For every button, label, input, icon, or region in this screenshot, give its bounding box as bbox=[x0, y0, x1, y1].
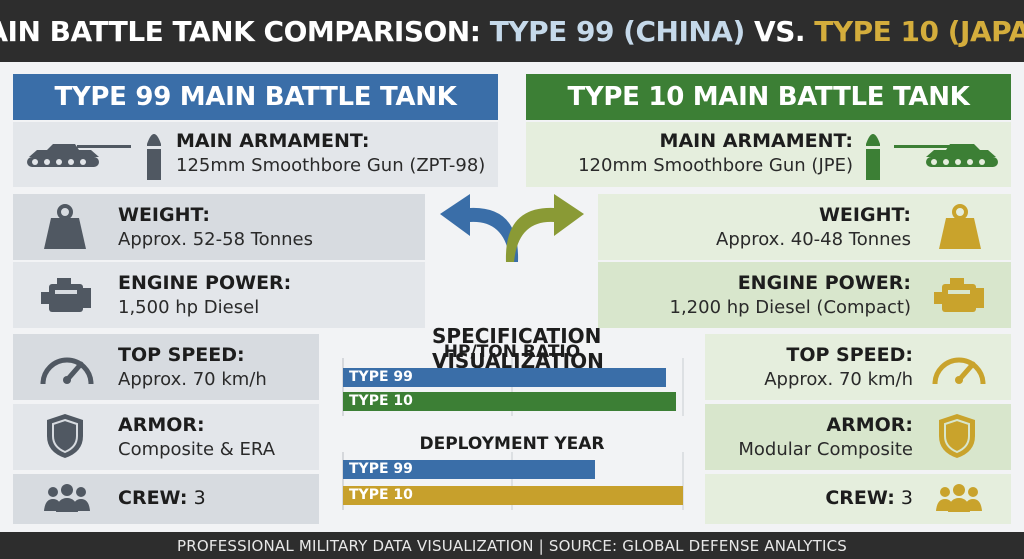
title-prefix: MAIN BATTLE TANK COMPARISON: bbox=[0, 14, 490, 48]
type10-crew-row: CREW: 3 bbox=[705, 474, 1011, 524]
chart2-bar-type-10: TYPE 10 bbox=[343, 486, 683, 505]
type99-armament-value: 125mm Smoothbore Gun (ZPT-98) bbox=[176, 155, 486, 176]
shield-icon bbox=[939, 414, 975, 458]
type10-engine-value: 1,200 hp Diesel (Compact) bbox=[669, 297, 912, 318]
type99-armor-label: ARMOR: bbox=[118, 414, 205, 436]
type10-weight-value: Approx. 40-48 Tonnes bbox=[716, 229, 911, 250]
type10-header: TYPE 10 MAIN BATTLE TANK bbox=[526, 74, 1011, 120]
type10-speed-label: TOP SPEED: bbox=[786, 344, 913, 366]
type99-weight-value: Approx. 52-58 Tonnes bbox=[118, 229, 313, 250]
swap-arrows-icon bbox=[440, 194, 584, 262]
speedometer-icon bbox=[40, 357, 94, 385]
type99-crew-text: CREW: 3 bbox=[118, 487, 206, 509]
engine-icon bbox=[934, 278, 984, 312]
center-title-line1: SPECIFICATION bbox=[432, 324, 602, 348]
title-bar: MAIN BATTLE TANK COMPARISON: TYPE 99 (CH… bbox=[0, 0, 1024, 62]
chart1-bar-type-10: TYPE 10 bbox=[343, 392, 676, 411]
type10-armor-value: Modular Composite bbox=[738, 439, 913, 460]
type10-speed-row: TOP SPEED: Approx. 70 km/h bbox=[705, 334, 1011, 400]
type10-armament-label: MAIN ARMAMENT: bbox=[659, 130, 853, 152]
type99-speed-row: TOP SPEED: Approx. 70 km/h bbox=[13, 334, 319, 400]
type99-speed-label: TOP SPEED: bbox=[118, 344, 245, 366]
chart2-title: DEPLOYMENT YEAR bbox=[419, 434, 605, 454]
engine-icon bbox=[41, 278, 91, 312]
type99-weight-label: WEIGHT: bbox=[118, 204, 211, 226]
type10-armor-label: ARMOR: bbox=[826, 414, 913, 436]
comparison-panel: TYPE 99 MAIN BATTLE TANK TYPE 10 MAIN BA… bbox=[0, 62, 1024, 532]
footer: PROFESSIONAL MILITARY DATA VISUALIZATION… bbox=[0, 532, 1024, 559]
title-right: TYPE 10 (JAPAN) bbox=[814, 14, 1024, 48]
type99-speed-value: Approx. 70 km/h bbox=[118, 369, 267, 390]
type99-armament-row: MAIN ARMAMENT: 125mm Smoothbore Gun (ZPT… bbox=[13, 122, 498, 187]
chart2-bar-label: TYPE 99 bbox=[349, 461, 413, 477]
type10-weight-label: WEIGHT: bbox=[818, 204, 911, 226]
shield-icon bbox=[47, 414, 83, 458]
type10-crew-text: CREW: 3 bbox=[825, 487, 913, 509]
tank-icon bbox=[27, 144, 131, 167]
chart1-bar-type-99: TYPE 99 bbox=[343, 368, 666, 387]
type99-crew-value: 3 bbox=[193, 487, 206, 509]
type99-crew-row: CREW: 3 bbox=[13, 474, 319, 524]
speedometer-icon bbox=[932, 357, 986, 385]
crew-icon bbox=[44, 484, 90, 512]
weight-icon bbox=[939, 204, 981, 249]
type99-armament-label: MAIN ARMAMENT: bbox=[176, 130, 370, 152]
type99-engine-row: ENGINE POWER: 1,500 hp Diesel bbox=[13, 262, 425, 328]
weight-icon bbox=[44, 204, 86, 249]
title-left: TYPE 99 (CHINA) bbox=[489, 14, 746, 48]
type10-speed-value: Approx. 70 km/h bbox=[764, 369, 913, 390]
type10-engine-row: ENGINE POWER: 1,200 hp Diesel (Compact) bbox=[598, 262, 1011, 328]
type10-engine-label: ENGINE POWER: bbox=[737, 272, 911, 294]
type10-weight-row: WEIGHT: Approx. 40-48 Tonnes bbox=[598, 194, 1011, 260]
title-vs: VS. bbox=[744, 14, 815, 48]
chart2-bar-type-99: TYPE 99 bbox=[343, 460, 595, 479]
type99-armor-row: ARMOR: Composite & ERA bbox=[13, 404, 319, 470]
type99-weight-row: WEIGHT: Approx. 52-58 Tonnes bbox=[13, 194, 425, 260]
type10-armament-row: MAIN ARMAMENT: 120mm Smoothbore Gun (JPE… bbox=[526, 122, 1011, 187]
chart2-bar-label: TYPE 10 bbox=[349, 487, 413, 503]
type99-header: TYPE 99 MAIN BATTLE TANK bbox=[13, 74, 498, 120]
chart1-bar-label: TYPE 10 bbox=[349, 393, 413, 409]
type99-armor-value: Composite & ERA bbox=[118, 439, 276, 460]
type99-crew-label: CREW: bbox=[118, 487, 188, 509]
type10-crew-label: CREW: bbox=[825, 487, 895, 509]
type10-armor-row: ARMOR: Modular Composite bbox=[705, 404, 1011, 470]
type99-engine-label: ENGINE POWER: bbox=[118, 272, 292, 294]
page-title: MAIN BATTLE TANK COMPARISON: TYPE 99 (CH… bbox=[0, 15, 1024, 48]
shell-icon bbox=[146, 134, 162, 180]
chart1-bar-label: TYPE 99 bbox=[349, 369, 413, 385]
type10-armament-value: 120mm Smoothbore Gun (JPE) bbox=[578, 155, 853, 176]
chart1-title: HP/TON RATIO bbox=[443, 342, 581, 362]
crew-icon bbox=[936, 484, 982, 512]
shell-icon bbox=[865, 134, 881, 180]
type10-crew-value: 3 bbox=[900, 487, 913, 509]
tank-icon bbox=[894, 144, 998, 167]
type99-engine-value: 1,500 hp Diesel bbox=[118, 297, 260, 318]
